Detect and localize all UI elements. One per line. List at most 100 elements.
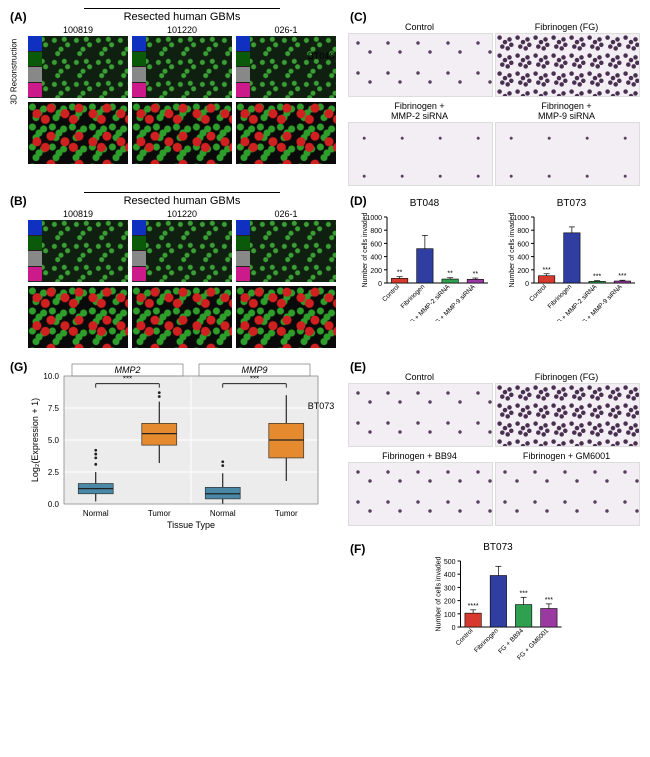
svg-text:****: **** xyxy=(468,603,479,610)
side-label: BT073 xyxy=(296,401,346,411)
svg-text:MMP2: MMP2 xyxy=(114,365,140,375)
panel-G: (G) 0.0 2.5 5.0 7.5 10.0 Log₂(Expression + 1)… xyxy=(8,358,338,534)
micro-image xyxy=(236,220,336,282)
svg-text:200: 200 xyxy=(444,599,456,606)
panel-B-label: (B) xyxy=(10,194,27,208)
micro-image xyxy=(236,102,336,164)
figure-root: (A) Resected human GBMs 100819 xyxy=(8,8,642,679)
cell-label: Fibrinogen (FG) xyxy=(495,22,638,32)
svg-text:Log₂(Expression + 1): Log₂(Expression + 1) xyxy=(30,398,40,482)
svg-text:***: *** xyxy=(543,267,551,274)
side-label: BT048 xyxy=(296,51,346,61)
svg-text:Tumor: Tumor xyxy=(148,509,171,518)
svg-text:0: 0 xyxy=(452,625,456,632)
micro-image xyxy=(28,102,128,164)
micro-image xyxy=(28,220,128,282)
grid-cell: Fibrinogen (FG) xyxy=(495,22,638,97)
svg-text:0.0: 0.0 xyxy=(48,500,60,509)
micro-image xyxy=(28,36,128,98)
micro-image xyxy=(132,36,232,98)
sample-label: 101220 xyxy=(167,209,197,219)
svg-text:600: 600 xyxy=(370,241,382,248)
chart-title: BT073 xyxy=(348,542,648,553)
box-plot: 0.0 2.5 5.0 7.5 10.0 Log₂(Expression + 1) Tiss… xyxy=(26,362,326,534)
svg-text:MMP9: MMP9 xyxy=(241,365,267,375)
svg-text:**: ** xyxy=(447,271,453,278)
svg-text:Control: Control xyxy=(381,283,401,303)
chart-title: BT073 xyxy=(504,198,639,209)
invasion-image xyxy=(495,33,640,97)
svg-text:800: 800 xyxy=(370,228,382,235)
invasion-image xyxy=(495,383,640,447)
panel-F-label: (F) xyxy=(350,542,365,556)
panel-D: (D) BT048 02004006008001000Number of cel… xyxy=(348,192,648,352)
svg-text:**: ** xyxy=(473,271,479,278)
svg-text:500: 500 xyxy=(444,559,456,566)
micro-image xyxy=(28,286,128,348)
invasion-image xyxy=(348,33,493,97)
panel-F: (F) BT073 0 100 200 300 400 500Number of cell… xyxy=(348,540,648,667)
svg-text:Fibrinogen: Fibrinogen xyxy=(473,627,500,654)
svg-text:***: *** xyxy=(545,597,553,604)
svg-text:Fibrinogen: Fibrinogen xyxy=(547,283,574,310)
row-caption: 3D Reconstruction xyxy=(10,39,19,105)
bar-chart: 0 100 200 300 400 500Number of cells invaded *… xyxy=(423,555,573,665)
svg-text:0: 0 xyxy=(525,281,529,288)
sample-label: 100819 xyxy=(63,25,93,35)
svg-text:Normal: Normal xyxy=(210,509,236,518)
cell-label: Fibrinogen (FG) xyxy=(495,372,638,382)
svg-text:Number of cells invaded: Number of cells invaded xyxy=(362,212,369,287)
svg-text:7.5: 7.5 xyxy=(48,404,60,413)
svg-text:400: 400 xyxy=(370,255,382,262)
svg-text:5.0: 5.0 xyxy=(48,436,60,445)
panel-A-row-3d: 3D Reconstruction xyxy=(28,102,336,164)
micro-image xyxy=(132,102,232,164)
svg-text:Fibrinogen: Fibrinogen xyxy=(400,283,427,310)
grid-cell: Control xyxy=(348,22,491,97)
svg-text:**: ** xyxy=(397,270,403,277)
svg-text:FG + MMP-9 siRNA: FG + MMP-9 siRNA xyxy=(578,283,624,321)
invasion-image xyxy=(348,122,493,186)
svg-text:FG + MMP-9 siRNA: FG + MMP-9 siRNA xyxy=(431,283,477,321)
svg-text:***: *** xyxy=(520,590,528,597)
grid-cell: Fibrinogen + MMP-2 siRNA xyxy=(348,101,491,186)
panel-G-label: (G) xyxy=(10,360,27,374)
svg-text:200: 200 xyxy=(370,268,382,275)
panel-E: (E) BT073 Control Fibrinogen (FG) Fibrin… xyxy=(348,358,648,534)
micro-image xyxy=(132,286,232,348)
svg-text:200: 200 xyxy=(517,268,529,275)
invasion-image xyxy=(348,383,493,447)
svg-text:400: 400 xyxy=(517,255,529,262)
svg-text:100: 100 xyxy=(444,612,456,619)
panel-A-title: Resected human GBMs xyxy=(84,8,281,23)
invasion-image xyxy=(495,462,640,526)
panel-A-label: (A) xyxy=(10,10,27,24)
svg-text:400: 400 xyxy=(444,572,456,579)
panel-D-label: (D) xyxy=(350,194,367,208)
sample-label: 026-1 xyxy=(274,209,297,219)
cell-label: Fibrinogen + MMP-2 siRNA xyxy=(348,101,491,121)
svg-text:Control: Control xyxy=(528,283,548,303)
svg-text:2.5: 2.5 xyxy=(48,468,60,477)
micro-image xyxy=(132,220,232,282)
panel-D-charts: BT048 02004006008001000Number of cells i… xyxy=(348,198,648,323)
panel-A: (A) Resected human GBMs 100819 xyxy=(8,8,338,186)
svg-text:***: *** xyxy=(593,274,601,281)
cell-label: Control xyxy=(348,22,491,32)
svg-text:300: 300 xyxy=(444,585,456,592)
invasion-image xyxy=(495,122,640,186)
svg-text:***: *** xyxy=(618,273,626,280)
panel-B: (B) Resected human GBMs 100819 101220 xyxy=(8,192,338,352)
svg-text:Tissue Type: Tissue Type xyxy=(167,520,215,530)
chart-title: BT048 xyxy=(357,198,492,209)
cell-label: Fibrinogen + MMP-9 siRNA xyxy=(495,101,638,121)
svg-text:Number of cells invaded: Number of cells invaded xyxy=(436,556,443,631)
micro-image xyxy=(236,36,336,98)
cell-label: Control xyxy=(348,372,491,382)
bar-chart: 02004006008001000Number of cells invaded… xyxy=(357,211,492,321)
svg-text:Normal: Normal xyxy=(83,509,109,518)
sample-label: 026-1 xyxy=(274,25,297,35)
svg-text:10.0: 10.0 xyxy=(43,372,59,381)
panel-C: (C) BT048 Control Fibrinogen (FG) Fibrin… xyxy=(348,8,648,186)
micro-image xyxy=(236,286,336,348)
